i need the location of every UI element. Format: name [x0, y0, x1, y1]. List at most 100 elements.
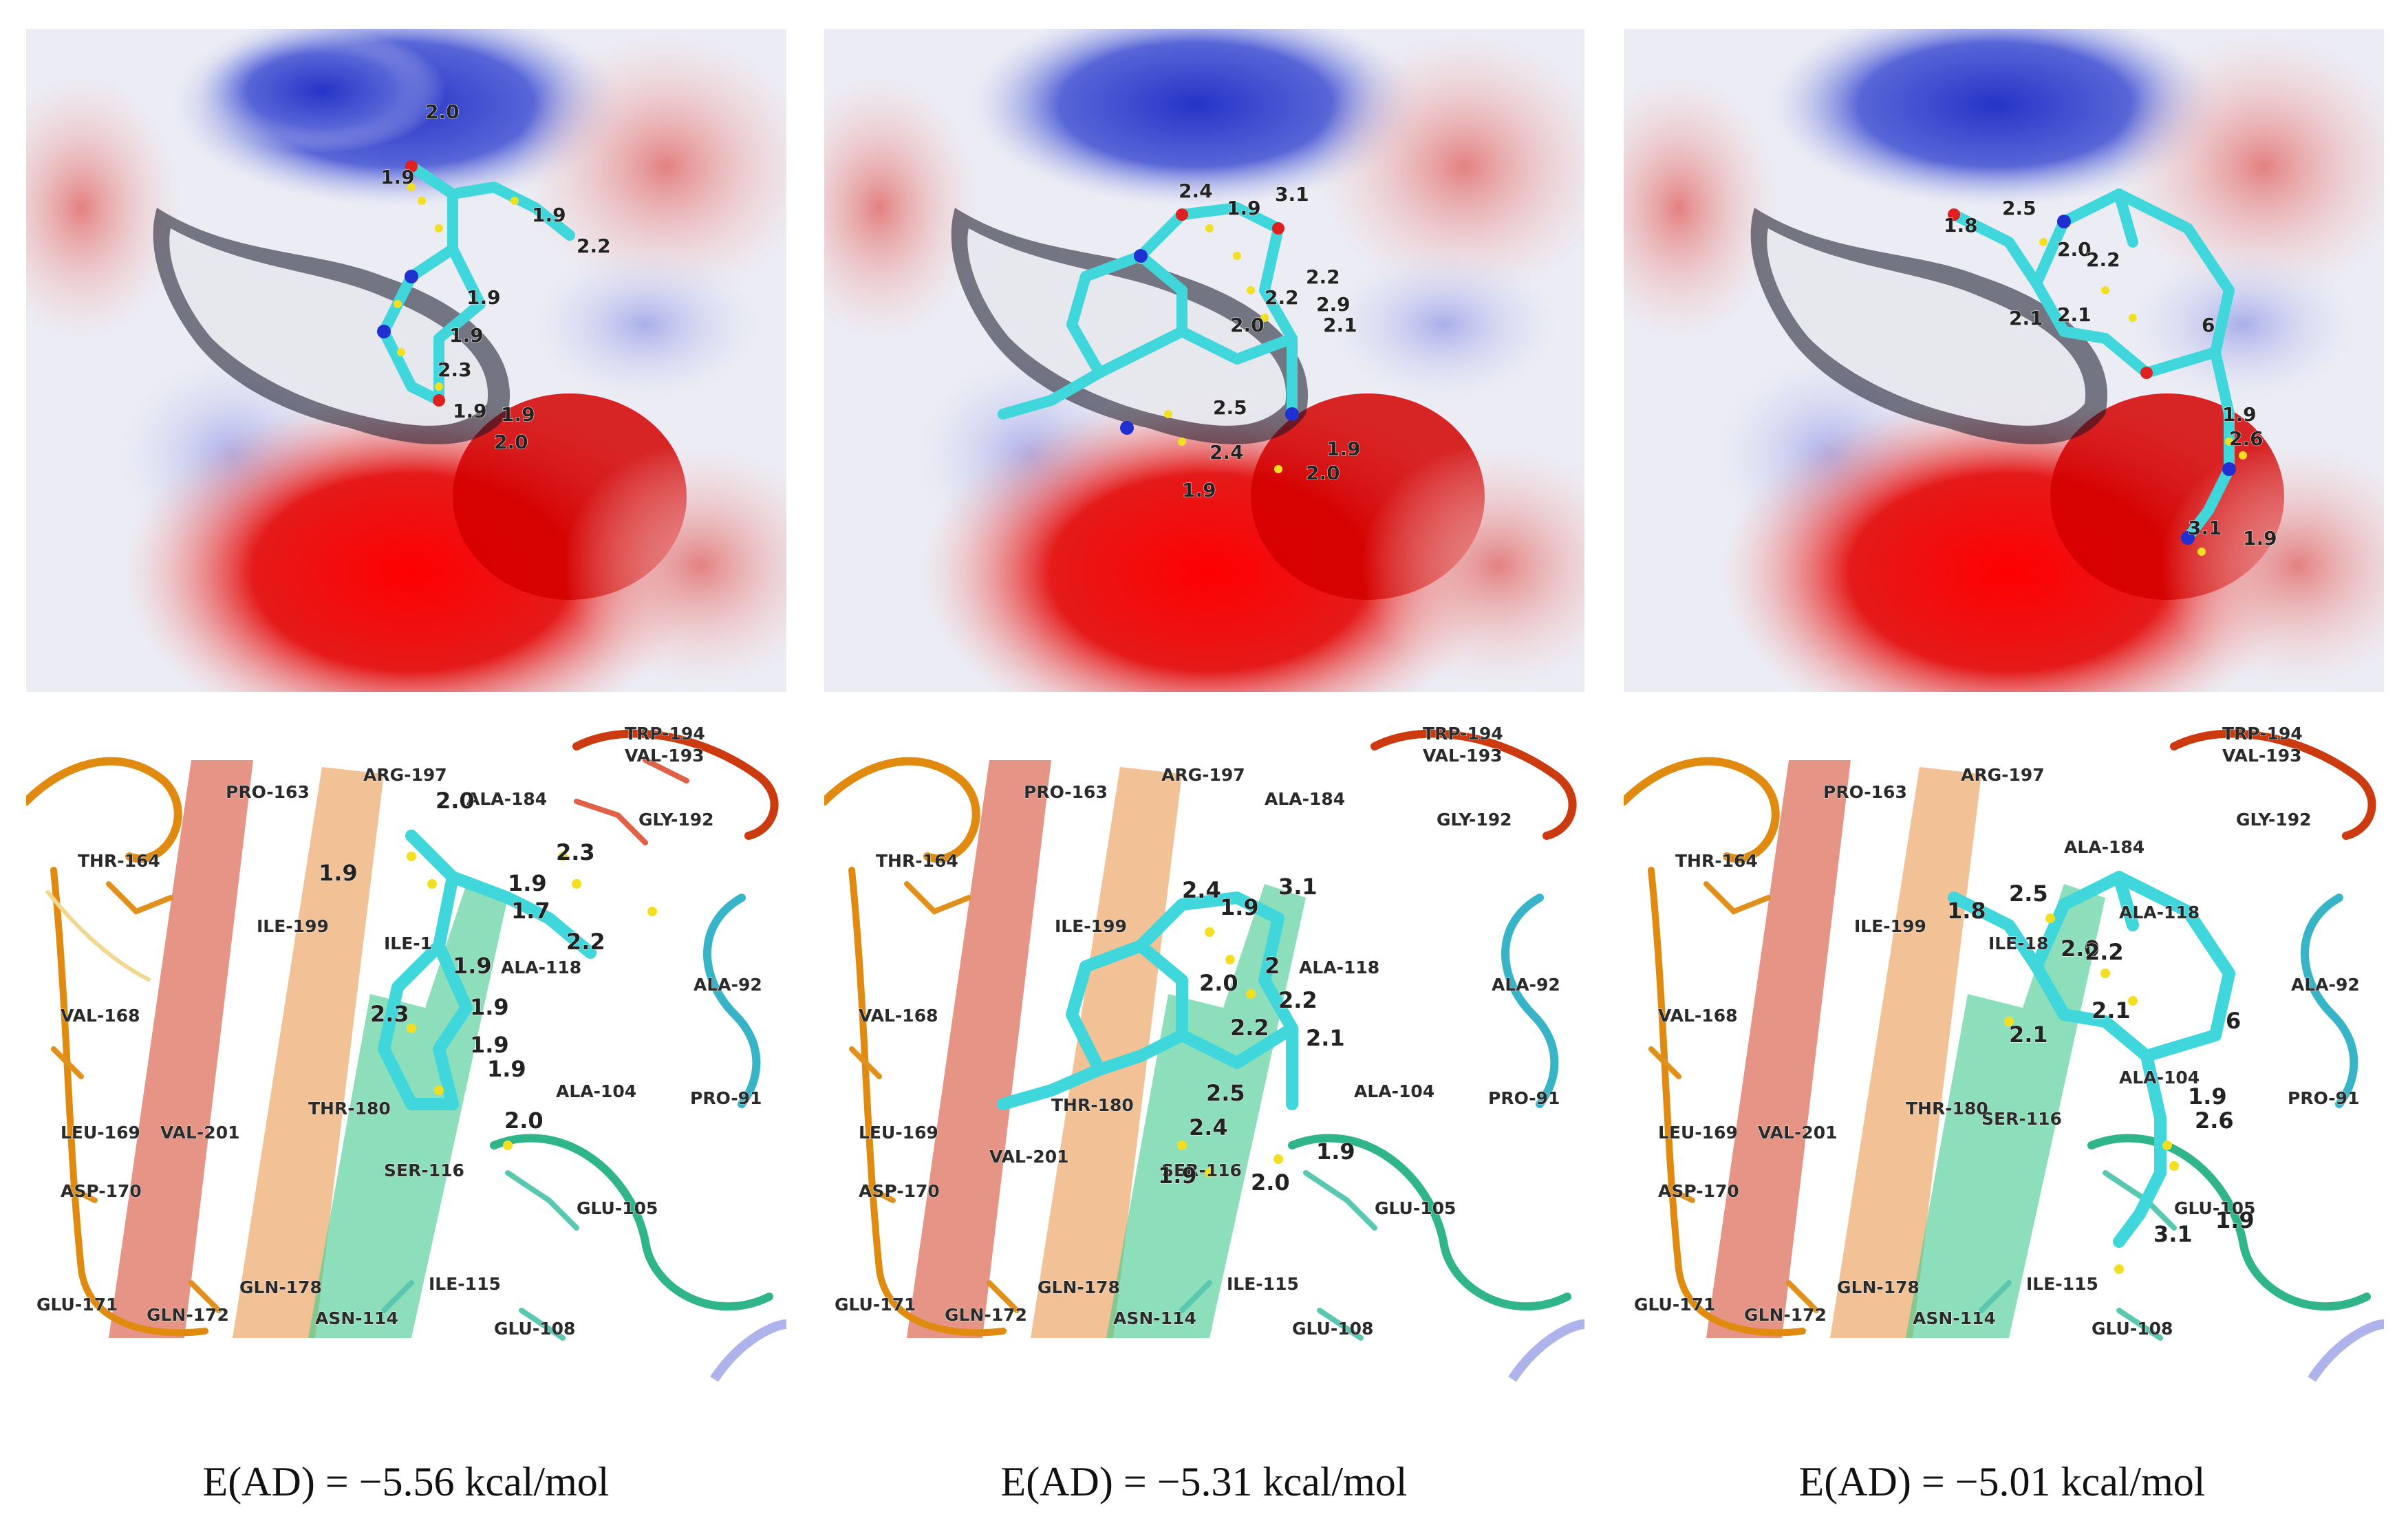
- cartoon-panel-1: TRP-194 VAL-193 PRO-163 ARG-197 ALA-184 GLY-1…: [26, 719, 786, 1385]
- residue-label: GLU-171: [36, 1295, 118, 1315]
- hbond-distance-label: 2.6: [2229, 427, 2264, 450]
- hbond-distance-label: 3.1: [2153, 1221, 2193, 1247]
- residue-label: ASN-114: [315, 1308, 398, 1328]
- hbond-distance-label: 1.9: [501, 403, 535, 426]
- residue-label: ILE-199: [1055, 916, 1127, 936]
- residue-label: ASP-170: [859, 1181, 940, 1201]
- residue-label: ILE-199: [1854, 916, 1926, 936]
- residue-label: GLU-171: [835, 1295, 916, 1315]
- hbond-distance-label: 2.4: [1189, 1114, 1228, 1141]
- hbond-distance-labels: 2.4 3.11.92.02.22.22.12.52.41.91.9 2.02: [1158, 874, 1356, 1196]
- residue-label: THR-180: [1051, 1095, 1134, 1115]
- residue-label: GLU-105: [577, 1198, 658, 1218]
- hbond-distance-label: 2.2: [1265, 286, 1299, 309]
- hbond-distance-label: 1.9: [1158, 1163, 1197, 1189]
- hbond-distance-label: 2.0: [494, 431, 528, 453]
- hbond-distance-label: 3.1: [1278, 874, 1318, 900]
- hbond-distance-label: 2.1: [1306, 1025, 1345, 1051]
- surface-panel-2: 2.4 3.1 1.9 2.2 2.2 2.0 2.9 2.1 2.5 2.4 1.9 1.9 2.0: [824, 29, 1584, 692]
- caption-3: E(AD) = −5.01 kcal/mol: [1798, 1459, 2206, 1504]
- hbond-distance-labels: 2.0 1.9 1.9 2.2 1.9 1.9 2.3 1.9 1.9 2.0: [380, 100, 612, 454]
- hbond-distance-label: 2.3: [556, 839, 595, 865]
- residue-label: ALA-92: [1492, 975, 1560, 995]
- residue-label: VAL-193: [1423, 746, 1503, 766]
- hbond-distance-label: 1.9: [453, 953, 492, 979]
- residue-label: SER-116: [384, 1160, 464, 1180]
- hbond-distance-label: 2.5: [1206, 1080, 1245, 1106]
- hbond-distance-label: 1.9: [487, 1056, 526, 1082]
- hbond-distance-label: 1.9: [1316, 1138, 1355, 1165]
- hbond-distance-label: 2.9: [1316, 293, 1351, 316]
- hbond-distance-label: 2.2: [2085, 939, 2124, 965]
- residue-label: GLU-105: [1375, 1198, 1456, 1218]
- residue-label: GLN-178: [239, 1277, 322, 1297]
- residue-label: PRO-163: [1024, 782, 1108, 802]
- ligand-sticks: [378, 830, 596, 1110]
- residue-label: ILE-115: [429, 1274, 501, 1294]
- residue-label: ASN-114: [1913, 1308, 1996, 1328]
- cartoon-panel-2: TRP-194 VAL-193 PRO-163 ARG-197 ALA-184 GLY-1…: [824, 719, 1584, 1385]
- residue-label: ALA-118: [501, 958, 581, 977]
- hbond-distance-label: 2.2: [577, 235, 611, 257]
- residue-label: ALA-118: [1299, 958, 1379, 977]
- residue-label: GLU-108: [494, 1319, 575, 1339]
- ligand-sticks: [998, 202, 1298, 420]
- hbond-distance-label: 1.8: [1947, 898, 1986, 924]
- hbond-distance-label: 2.1: [2092, 997, 2131, 1024]
- hbond-distance-label: 2.0: [1251, 1169, 1290, 1196]
- hbond-distance-label: 1.9: [508, 870, 547, 896]
- hbond-distance-label: 6: [2226, 1008, 2241, 1034]
- hbond-distance-labels: 2.4 3.11.92.22.22.02.92.12.52.41.91.92.0: [1179, 180, 1362, 502]
- hbond-distance-label: 1.9: [2243, 527, 2277, 550]
- residue-label: PRO-91: [2288, 1088, 2359, 1108]
- residue-label: GLY-192: [638, 810, 714, 830]
- residue-label: ALA-104: [556, 1081, 636, 1101]
- residue-label: VAL-168: [859, 1006, 938, 1026]
- hbond-distance-label: 2.2: [2086, 248, 2120, 271]
- residue-label: ARG-197: [1961, 765, 2045, 785]
- residue-label: ILE-115: [2026, 1274, 2098, 1294]
- caption-2: E(AD) = −5.31 kcal/mol: [1000, 1459, 1408, 1504]
- hbond-distance-label: 2.4: [1182, 877, 1221, 903]
- hbond-distance-label: 2.5: [2009, 881, 2048, 907]
- hbond-distance-label: 1.9: [1220, 894, 1259, 920]
- hbond-distance-label: 2.5: [1213, 396, 1247, 419]
- hbond-distance-label: 2.0: [1199, 970, 1238, 996]
- residue-label: THR-164: [1675, 851, 1758, 871]
- residue-label: PRO-91: [1488, 1088, 1560, 1108]
- residue-label: GLN-172: [945, 1305, 1027, 1325]
- hbond-distance-label: 2.3: [370, 1001, 409, 1027]
- hbond-distance-label: 2.2: [1306, 266, 1340, 288]
- residue-label: ALA-104: [2119, 1068, 2200, 1088]
- residue-label: GLU-108: [2092, 1319, 2173, 1339]
- residue-label: SER-116: [1981, 1109, 2062, 1129]
- hbond-distance-label: 2.0: [436, 788, 475, 814]
- residue-label: ALA-92: [694, 975, 762, 995]
- surface-panel-3: 1.8 2.5 2.0 2.2 2.1 2.1 6 1.9 2.6 3.1 1.9: [1624, 29, 2384, 692]
- residue-label: ILE-18: [1988, 933, 2048, 953]
- hbond-distance-label: 6: [2202, 314, 2215, 336]
- hbond-distance-label: 1.9: [470, 1032, 509, 1058]
- residue-label: SER-116: [1161, 1160, 1242, 1180]
- residue-label: GLN-178: [1837, 1277, 1920, 1297]
- ligand-sticks: [1948, 871, 2235, 1248]
- residue-label: VAL-168: [1658, 1006, 1738, 1026]
- cartoon-panel-3: TRP-194 VAL-193 PRO-163 ARG-197 ALA-184 GLY-1…: [1624, 719, 2384, 1385]
- residue-label: VAL-168: [61, 1006, 140, 1026]
- residue-label: ALA-118: [2119, 903, 2200, 922]
- residue-label: ARG-197: [363, 765, 447, 785]
- hbond-distance-label: 1.7: [511, 898, 550, 924]
- hbond-distance-labels: 2.01.92.31.91.72.21.91.92.31.91.92.0: [319, 788, 606, 1134]
- hbond-distance-label: 2.2: [566, 929, 605, 955]
- residue-label: GLY-192: [1437, 810, 1512, 830]
- hbond-distance-label: 1.9: [470, 994, 509, 1020]
- residue-label: PRO-163: [226, 782, 310, 802]
- residue-label: ILE-199: [257, 916, 329, 936]
- hbond-distance-label: 2.4: [1210, 441, 1244, 464]
- residue-label: ASP-170: [1658, 1181, 1739, 1201]
- residue-label: GLY-192: [2236, 810, 2312, 830]
- residue-label: THR-180: [1906, 1099, 1988, 1119]
- residue-label: LEU-169: [1658, 1123, 1738, 1143]
